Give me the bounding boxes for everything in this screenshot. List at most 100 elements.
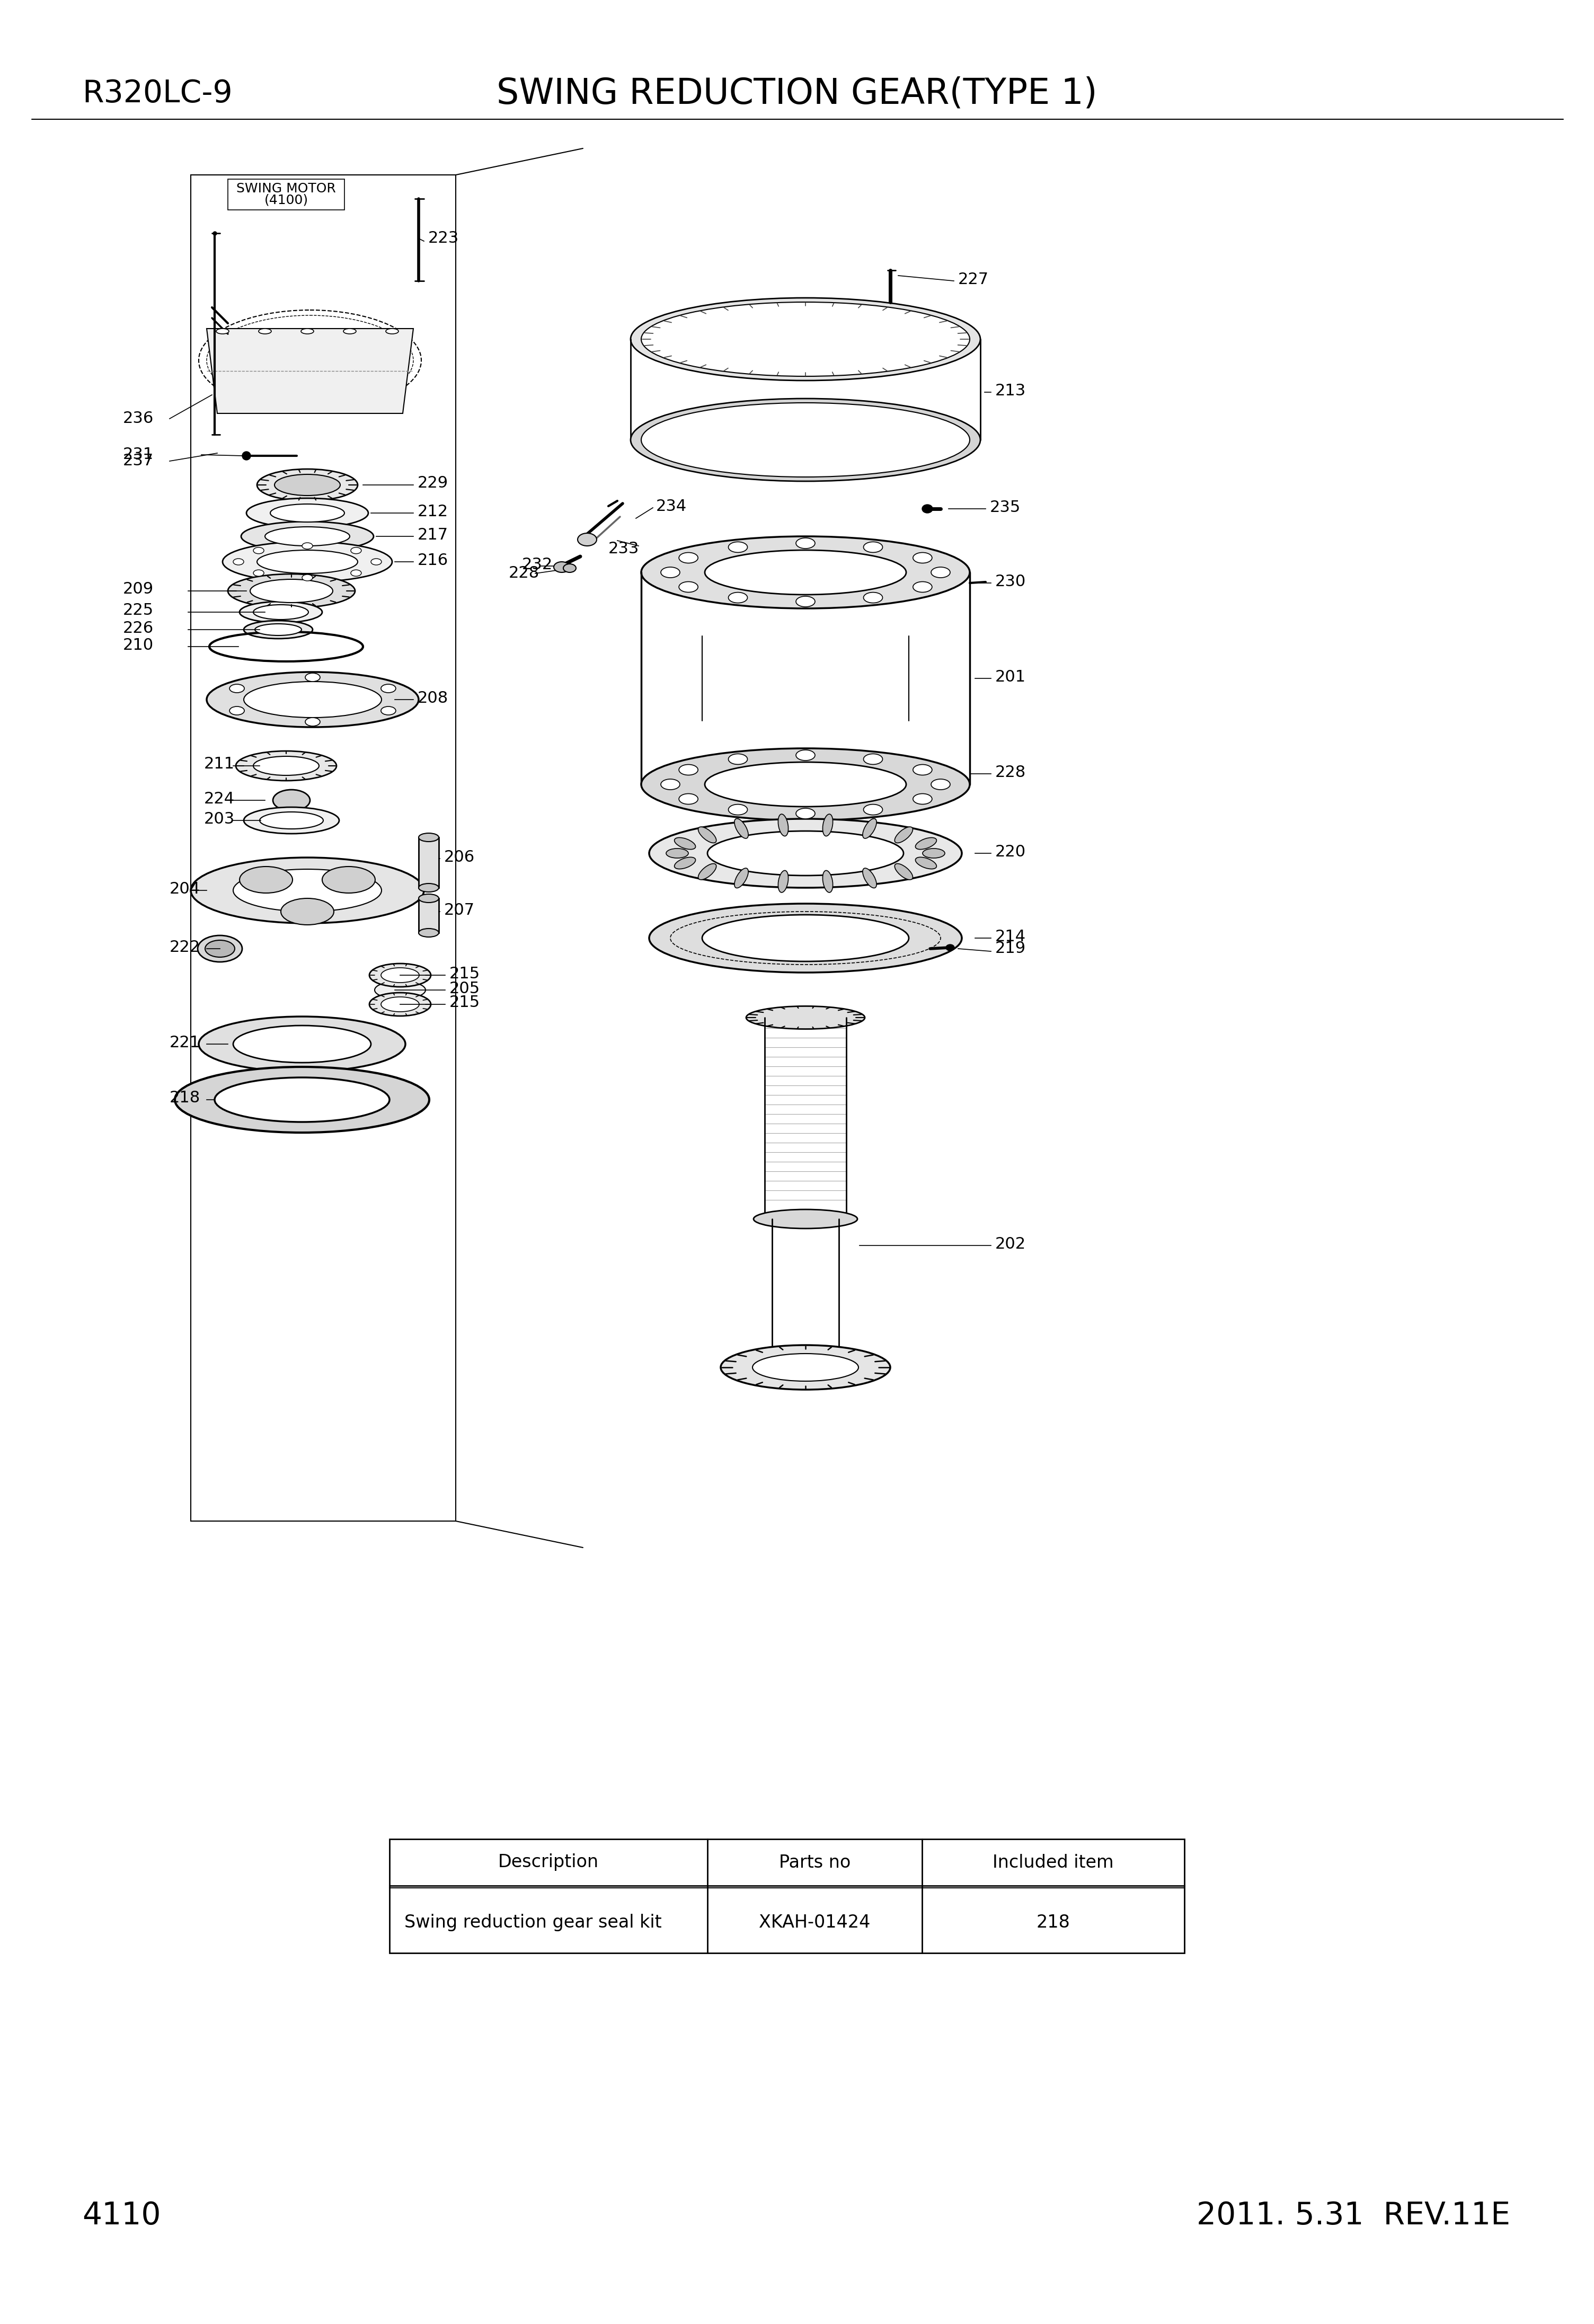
Text: 204: 204	[169, 881, 201, 897]
Ellipse shape	[233, 558, 244, 565]
Ellipse shape	[375, 981, 426, 999]
Text: 206: 206	[445, 848, 475, 865]
Text: 2011. 5.31  REV.11E: 2011. 5.31 REV.11E	[1197, 2201, 1510, 2231]
Ellipse shape	[795, 809, 815, 818]
Ellipse shape	[864, 804, 883, 816]
Ellipse shape	[913, 765, 932, 776]
Ellipse shape	[233, 869, 381, 911]
Ellipse shape	[217, 328, 230, 335]
Ellipse shape	[381, 997, 419, 1011]
Text: 213: 213	[995, 383, 1027, 397]
Text: 214: 214	[995, 930, 1027, 944]
Text: 205: 205	[450, 981, 480, 997]
Ellipse shape	[236, 751, 336, 781]
Text: 208: 208	[418, 690, 448, 706]
Text: 222: 222	[169, 939, 201, 955]
Text: 231: 231	[123, 446, 153, 462]
Ellipse shape	[894, 827, 913, 844]
Ellipse shape	[679, 581, 698, 593]
Ellipse shape	[255, 623, 301, 634]
Ellipse shape	[913, 795, 932, 804]
Ellipse shape	[257, 551, 357, 574]
Text: 203: 203	[204, 811, 234, 827]
Text: 210: 210	[123, 637, 153, 653]
Text: 207: 207	[445, 902, 475, 918]
Ellipse shape	[199, 1016, 405, 1071]
Ellipse shape	[735, 818, 748, 839]
Text: 223: 223	[429, 230, 459, 246]
Ellipse shape	[923, 848, 945, 858]
Text: 201: 201	[995, 669, 1027, 686]
Ellipse shape	[752, 1353, 859, 1380]
Ellipse shape	[241, 521, 373, 551]
Text: 229: 229	[418, 476, 448, 490]
Ellipse shape	[271, 504, 344, 523]
Ellipse shape	[795, 597, 815, 607]
Ellipse shape	[343, 328, 355, 335]
Ellipse shape	[419, 895, 438, 902]
Ellipse shape	[913, 581, 932, 593]
Ellipse shape	[553, 562, 569, 572]
Ellipse shape	[679, 765, 698, 776]
Ellipse shape	[864, 541, 883, 553]
Ellipse shape	[720, 1346, 891, 1390]
Ellipse shape	[244, 621, 312, 639]
Ellipse shape	[795, 537, 815, 548]
Text: 228: 228	[995, 765, 1027, 781]
Polygon shape	[207, 328, 413, 414]
Bar	[419, 837, 438, 888]
Ellipse shape	[649, 818, 961, 888]
Text: SWING REDUCTION GEAR(TYPE 1): SWING REDUCTION GEAR(TYPE 1)	[497, 77, 1097, 112]
Ellipse shape	[698, 827, 716, 844]
Ellipse shape	[705, 762, 905, 806]
Text: 212: 212	[418, 504, 448, 518]
Text: 216: 216	[418, 553, 448, 567]
Ellipse shape	[862, 869, 877, 888]
Ellipse shape	[281, 899, 333, 925]
Ellipse shape	[915, 858, 937, 869]
Ellipse shape	[641, 748, 969, 820]
Text: Included item: Included item	[993, 1855, 1114, 1871]
Ellipse shape	[386, 328, 398, 335]
Ellipse shape	[931, 779, 950, 790]
Ellipse shape	[304, 674, 320, 681]
Text: 220: 220	[995, 844, 1027, 860]
Ellipse shape	[666, 848, 689, 858]
Ellipse shape	[419, 883, 438, 892]
Ellipse shape	[679, 553, 698, 562]
Text: 215: 215	[450, 995, 480, 1011]
Ellipse shape	[631, 297, 980, 381]
Ellipse shape	[728, 593, 748, 602]
Ellipse shape	[641, 302, 969, 376]
Ellipse shape	[701, 916, 909, 962]
Ellipse shape	[223, 541, 392, 581]
Ellipse shape	[735, 869, 748, 888]
Ellipse shape	[419, 930, 438, 937]
Text: 236: 236	[123, 411, 153, 425]
Text: 211: 211	[204, 758, 234, 772]
Ellipse shape	[577, 532, 596, 546]
Ellipse shape	[258, 328, 271, 335]
Ellipse shape	[945, 944, 955, 951]
Ellipse shape	[244, 806, 340, 834]
Ellipse shape	[198, 937, 242, 962]
Ellipse shape	[864, 593, 883, 602]
Ellipse shape	[746, 1006, 866, 1030]
Ellipse shape	[778, 813, 789, 837]
Ellipse shape	[191, 858, 424, 923]
Text: 226: 226	[123, 621, 153, 637]
Ellipse shape	[823, 872, 832, 892]
Ellipse shape	[207, 672, 419, 727]
Text: Description: Description	[497, 1855, 599, 1871]
Text: 233: 233	[609, 541, 639, 555]
Ellipse shape	[175, 1067, 429, 1132]
Text: 227: 227	[958, 272, 988, 286]
Ellipse shape	[662, 779, 681, 790]
Ellipse shape	[215, 1078, 389, 1122]
Text: 202: 202	[995, 1236, 1027, 1253]
Ellipse shape	[206, 941, 234, 957]
Ellipse shape	[728, 541, 748, 553]
Text: Swing reduction gear seal kit: Swing reduction gear seal kit	[405, 1913, 662, 1931]
Ellipse shape	[273, 790, 309, 811]
Ellipse shape	[301, 544, 312, 548]
